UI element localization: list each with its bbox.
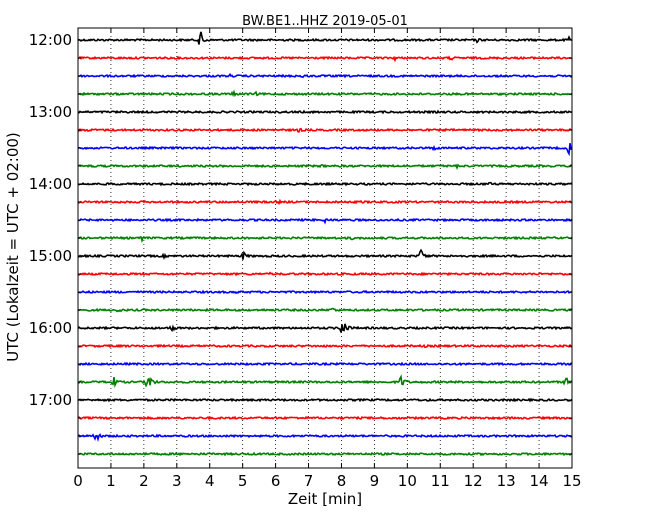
trace-row <box>77 433 573 443</box>
x-tick-label: 5 <box>238 472 248 490</box>
trace-row <box>77 181 573 187</box>
plot-frame <box>77 27 573 469</box>
trace-row <box>77 31 573 45</box>
trace-row <box>77 289 573 295</box>
trace-lines <box>77 31 573 457</box>
trace-row <box>77 89 573 98</box>
x-tick-label: 10 <box>398 472 417 490</box>
trace-row <box>77 109 573 115</box>
trace-row <box>77 127 573 133</box>
trace-row <box>77 235 573 244</box>
y-tick-label: 16:00 <box>29 319 72 337</box>
trace-row <box>77 198 573 206</box>
x-tick-label: 15 <box>562 472 581 490</box>
x-tick-labels: 0 1 2 3 4 5 6 7 8 9 10 11 12 13 14 15 <box>73 472 581 490</box>
trace-row <box>77 248 573 261</box>
y-tick-label: 12:00 <box>29 31 72 49</box>
axis-ticks <box>77 28 573 468</box>
x-axis-label: Zeit [min] <box>288 490 362 508</box>
y-tick-label: 13:00 <box>29 103 72 121</box>
trace-row <box>77 72 573 79</box>
x-tick-label: 7 <box>304 472 314 490</box>
x-tick-label: 12 <box>464 472 483 490</box>
y-tick-label: 17:00 <box>29 391 72 409</box>
grid-lines <box>110 28 540 468</box>
y-tick-label: 14:00 <box>29 175 72 193</box>
y-tick-label: 15:00 <box>29 247 72 265</box>
y-axis-label: UTC (Lokalzeit = UTC + 02:00) <box>4 132 22 362</box>
x-tick-label: 2 <box>139 472 149 490</box>
y-tick-labels: 12:00 13:00 14:00 15:00 16:00 17:00 <box>29 31 72 409</box>
trace-row <box>77 323 573 333</box>
trace-row <box>77 374 572 388</box>
x-tick-label: 13 <box>497 472 516 490</box>
trace-row <box>77 143 573 157</box>
trace-row <box>77 217 573 225</box>
x-tick-label: 11 <box>431 472 450 490</box>
x-tick-label: 0 <box>73 472 83 490</box>
x-tick-label: 3 <box>172 472 182 490</box>
x-tick-label: 1 <box>106 472 116 490</box>
x-tick-label: 14 <box>530 472 549 490</box>
trace-row <box>77 271 573 277</box>
x-tick-label: 6 <box>271 472 281 490</box>
trace-row <box>77 415 573 421</box>
trace-row <box>77 55 573 63</box>
trace-row <box>77 361 573 367</box>
chart-title: BW.BE1..HHZ 2019-05-01 <box>242 14 408 29</box>
x-tick-label: 9 <box>370 472 380 490</box>
x-tick-label: 8 <box>337 472 347 490</box>
trace-row <box>77 343 573 349</box>
trace-row <box>77 163 573 171</box>
trace-row <box>77 307 573 313</box>
trace-row <box>77 451 573 457</box>
x-tick-label: 4 <box>205 472 215 490</box>
trace-row <box>77 397 573 403</box>
